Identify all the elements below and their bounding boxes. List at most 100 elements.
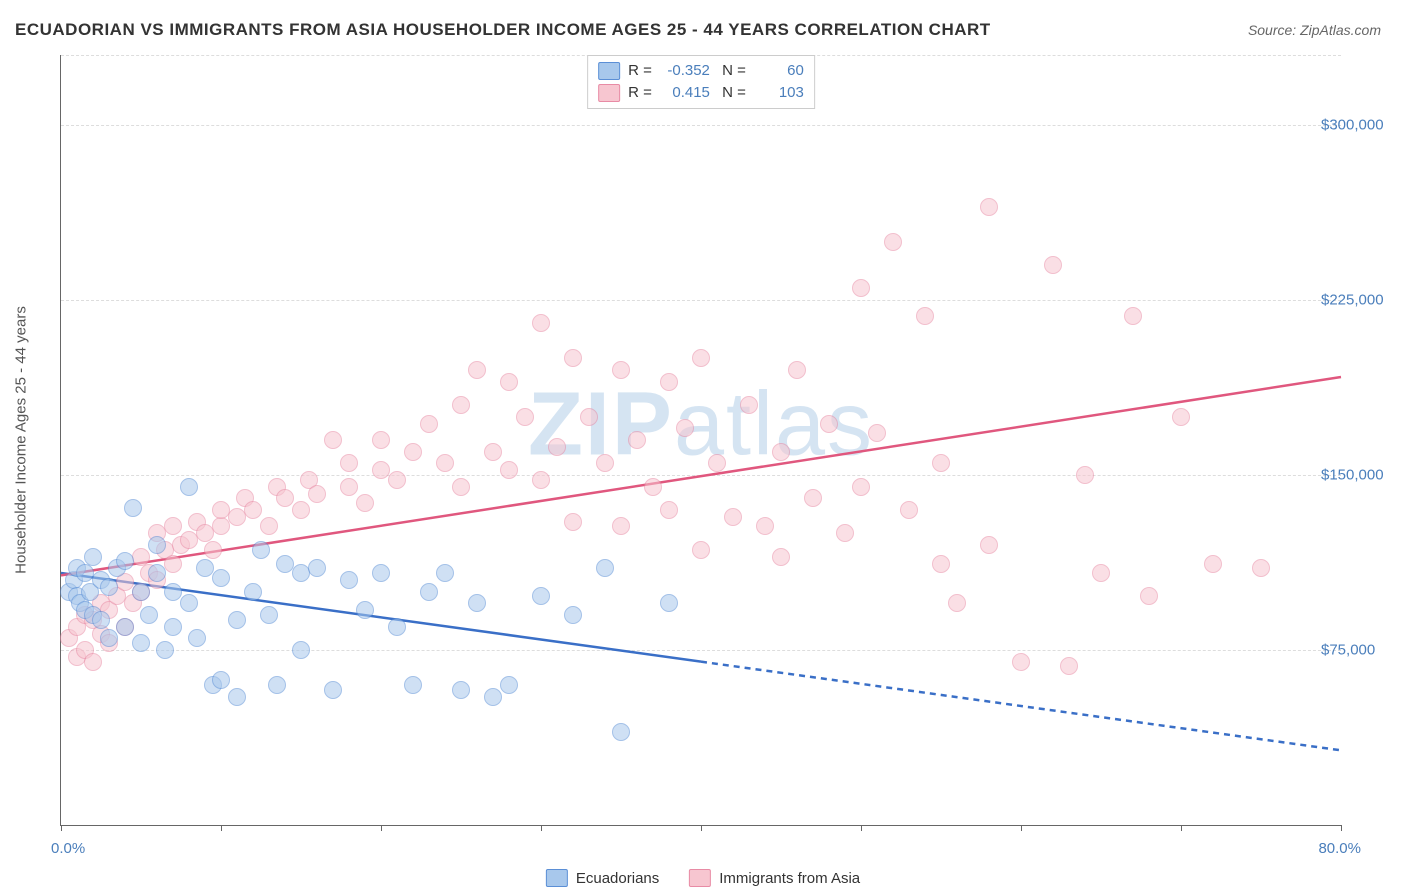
pink-point	[484, 443, 502, 461]
blue-point	[164, 583, 182, 601]
pink-point	[1140, 587, 1158, 605]
pink-point	[756, 517, 774, 535]
blue-point	[148, 536, 166, 554]
blue-point	[660, 594, 678, 612]
pink-point	[164, 555, 182, 573]
blue-point	[420, 583, 438, 601]
blue-point	[356, 601, 374, 619]
x-tick	[61, 825, 62, 831]
pink-point	[868, 424, 886, 442]
blue-point	[140, 606, 158, 624]
pink-point	[372, 431, 390, 449]
pink-point	[340, 454, 358, 472]
blue-swatch-icon	[546, 869, 568, 887]
blue-point	[252, 541, 270, 559]
pink-point	[532, 471, 550, 489]
pink-point	[916, 307, 934, 325]
pink-point	[212, 517, 230, 535]
pink-point	[500, 461, 518, 479]
pink-point	[500, 373, 518, 391]
pink-point	[612, 361, 630, 379]
pink-point	[660, 373, 678, 391]
blue-point	[116, 618, 134, 636]
blue-point	[532, 587, 550, 605]
blue-point	[484, 688, 502, 706]
pink-point	[948, 594, 966, 612]
pink-point	[932, 555, 950, 573]
pink-point	[388, 471, 406, 489]
pink-point	[1092, 564, 1110, 582]
pink-swatch-icon	[689, 869, 711, 887]
blue-point	[180, 594, 198, 612]
pink-point	[436, 454, 454, 472]
pink-point	[660, 501, 678, 519]
pink-point	[580, 408, 598, 426]
blue-point	[564, 606, 582, 624]
pink-point	[404, 443, 422, 461]
blue-point	[404, 676, 422, 694]
pink-point	[276, 489, 294, 507]
blue-point	[340, 571, 358, 589]
pink-point	[260, 517, 278, 535]
blue-point	[260, 606, 278, 624]
correlation-legend: R =-0.352 N =60 R =0.415 N =103	[587, 55, 815, 109]
legend-label-blue: Ecuadorians	[576, 870, 659, 887]
x-axis-min-label: 0.0%	[51, 840, 85, 857]
pink-point	[788, 361, 806, 379]
blue-point	[132, 583, 150, 601]
pink-point	[628, 431, 646, 449]
y-axis-title: Householder Income Ages 25 - 44 years	[13, 306, 30, 574]
blue-point	[124, 499, 142, 517]
legend-label-pink: Immigrants from Asia	[719, 870, 860, 887]
pink-point	[468, 361, 486, 379]
x-tick	[541, 825, 542, 831]
pink-point	[1044, 256, 1062, 274]
pink-point	[644, 478, 662, 496]
blue-point	[164, 618, 182, 636]
pink-point	[564, 513, 582, 531]
pink-point	[772, 443, 790, 461]
pink-point	[292, 501, 310, 519]
pink-point	[932, 454, 950, 472]
pink-point	[852, 279, 870, 297]
pink-point	[420, 415, 438, 433]
x-tick	[381, 825, 382, 831]
blue-point	[244, 583, 262, 601]
pink-point	[1060, 657, 1078, 675]
pink-point	[1076, 466, 1094, 484]
blue-point	[132, 634, 150, 652]
x-tick	[1341, 825, 1342, 831]
pink-point	[708, 454, 726, 472]
pink-point	[980, 536, 998, 554]
pink-point	[324, 431, 342, 449]
blue-point	[148, 564, 166, 582]
pink-point	[340, 478, 358, 496]
x-tick	[221, 825, 222, 831]
pink-point	[692, 349, 710, 367]
blue-point	[212, 671, 230, 689]
pink-point	[516, 408, 534, 426]
pink-point	[452, 396, 470, 414]
blue-point	[324, 681, 342, 699]
pink-point	[564, 349, 582, 367]
pink-point	[836, 524, 854, 542]
pink-point	[452, 478, 470, 496]
pink-point	[676, 419, 694, 437]
blue-point	[228, 611, 246, 629]
pink-point	[724, 508, 742, 526]
blue-point	[500, 676, 518, 694]
pink-point	[244, 501, 262, 519]
x-tick	[1181, 825, 1182, 831]
blue-point	[388, 618, 406, 636]
pink-point	[84, 653, 102, 671]
blue-point	[308, 559, 326, 577]
pink-point	[820, 415, 838, 433]
pink-swatch-icon	[598, 84, 620, 102]
pink-point	[548, 438, 566, 456]
x-tick	[701, 825, 702, 831]
pink-point	[740, 396, 758, 414]
pink-point	[900, 501, 918, 519]
blue-point	[596, 559, 614, 577]
blue-point	[156, 641, 174, 659]
pink-point	[1204, 555, 1222, 573]
